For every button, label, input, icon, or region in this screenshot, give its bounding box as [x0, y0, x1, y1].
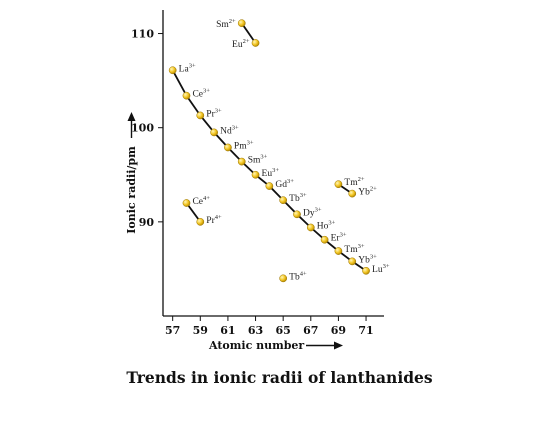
- point-label: Sm2+: [216, 18, 236, 30]
- point-label: Sm3+: [248, 154, 268, 166]
- point-label: Tb4+: [289, 270, 307, 282]
- point-label: Ho3+: [317, 219, 336, 231]
- point-label: Eu3+: [262, 167, 280, 179]
- point-label: Pm3+: [234, 139, 254, 151]
- x-axis-arrow-head: [334, 341, 343, 350]
- point-label: Pr4+: [206, 214, 222, 226]
- point-label: Ce4+: [192, 195, 210, 207]
- data-point: [237, 157, 246, 166]
- series-line: [185, 202, 202, 223]
- x-tick-label: 69: [331, 324, 346, 337]
- point-label: Lu3+: [372, 263, 390, 275]
- data-point: [251, 39, 260, 47]
- data-point: [237, 19, 246, 28]
- point-label: Yb2+: [358, 186, 377, 198]
- x-axis-label: Atomic number: [208, 339, 304, 352]
- point-label: Er3+: [331, 232, 347, 244]
- chart-caption: Trends in ionic radii of lanthanides: [126, 368, 433, 387]
- y-axis-label: Ionic radii/pm: [125, 146, 138, 234]
- x-tick-label: 71: [358, 324, 373, 337]
- point-label: Pr3+: [206, 107, 222, 119]
- x-tick-label: 61: [220, 324, 235, 337]
- point-label: La3+: [179, 62, 196, 74]
- data-point: [265, 182, 274, 190]
- point-label: Nd3+: [220, 124, 239, 136]
- data-point: [251, 170, 260, 179]
- data-point: [362, 266, 370, 275]
- point-label: Dy3+: [303, 206, 322, 218]
- data-point: [279, 274, 288, 283]
- data-point: [334, 247, 343, 255]
- x-tick-label: 67: [303, 324, 318, 337]
- x-tick-label: 63: [248, 324, 263, 337]
- data-point: [320, 235, 329, 244]
- data-point: [182, 199, 191, 207]
- point-label: Ce3+: [192, 88, 210, 100]
- data-point: [293, 210, 301, 219]
- data-point: [196, 111, 205, 120]
- data-point: [224, 143, 232, 152]
- point-label: Tm2+: [344, 176, 364, 188]
- data-point: [348, 257, 357, 266]
- data-point: [168, 66, 177, 75]
- x-tick-label: 57: [165, 324, 180, 337]
- data-point: [196, 217, 205, 226]
- data-point: [279, 196, 288, 205]
- y-tick-label: 90: [139, 216, 155, 229]
- x-tick-label: 65: [276, 324, 291, 337]
- y-axis-arrow-head: [127, 112, 136, 121]
- data-point: [306, 223, 315, 232]
- point-label: Eu2+: [232, 38, 250, 50]
- point-label: Tm3+: [344, 243, 364, 255]
- data-point: [182, 91, 191, 100]
- point-label: Yb3+: [358, 253, 377, 265]
- data-point: [210, 128, 218, 137]
- x-tick-label: 59: [193, 324, 208, 337]
- data-point: [348, 189, 357, 198]
- y-tick-label: 110: [131, 28, 154, 41]
- point-label: Gd3+: [275, 178, 294, 190]
- y-tick-label: 100: [131, 122, 154, 135]
- point-label: Tb3+: [289, 192, 307, 204]
- data-point: [334, 180, 343, 189]
- series-line: [240, 22, 257, 44]
